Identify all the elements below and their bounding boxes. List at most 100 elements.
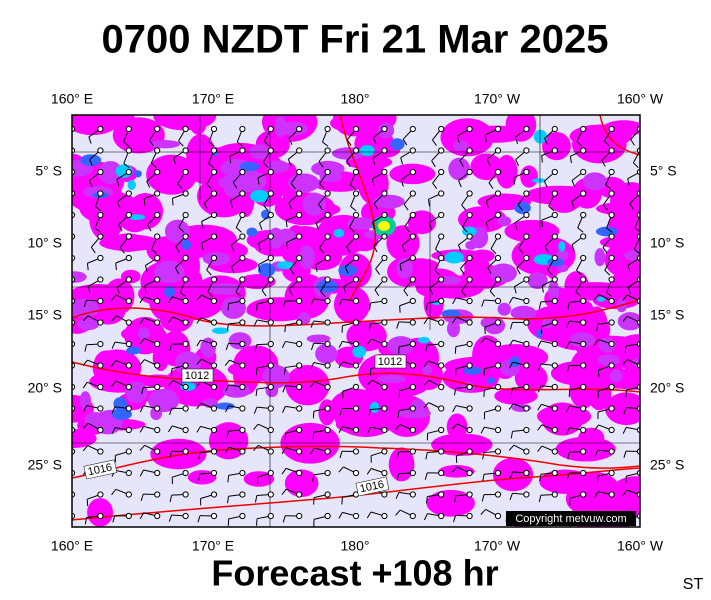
barb-flag <box>423 317 429 325</box>
barb-flag <box>230 200 233 208</box>
rain-area <box>181 239 192 250</box>
barb-flag <box>515 159 520 167</box>
barb-flag <box>366 379 373 386</box>
barb-station <box>210 340 218 348</box>
barb-flag <box>451 466 458 473</box>
barb-flag <box>86 263 89 271</box>
rain-area <box>359 145 375 157</box>
barb-station <box>608 190 615 197</box>
barb-flag <box>198 452 201 460</box>
barb-flag <box>169 495 173 503</box>
barb-flag <box>119 247 125 254</box>
barb-station <box>551 147 558 154</box>
barb-station <box>523 254 530 262</box>
copyright-box <box>506 511 636 526</box>
barb-station <box>324 448 331 455</box>
barb-station <box>324 254 331 262</box>
barb-station <box>381 147 388 154</box>
barb-flag <box>225 384 230 392</box>
rain-area <box>390 138 405 151</box>
barb-flag <box>453 495 457 503</box>
barb-flag <box>141 387 144 395</box>
barb-station <box>125 233 132 240</box>
barb-station <box>296 426 303 434</box>
barb-flag <box>537 340 542 348</box>
barb-flag <box>312 411 315 419</box>
rain-area <box>486 377 496 384</box>
rain-area <box>82 115 135 124</box>
barb-flag <box>225 343 229 351</box>
barb-station <box>154 254 161 262</box>
rain-area <box>520 165 538 188</box>
barb-flag <box>227 303 230 311</box>
barb-station <box>296 319 303 326</box>
barb-station <box>438 491 445 498</box>
barb-station <box>154 168 161 176</box>
barb-flag <box>431 160 436 167</box>
barb-station <box>438 362 445 369</box>
rain-area <box>378 221 390 231</box>
barb-flag <box>434 270 441 276</box>
barb-flag <box>576 269 582 276</box>
barb-flag <box>624 345 627 353</box>
barb-station <box>438 211 445 219</box>
barb-station <box>438 448 445 455</box>
rain-area <box>623 249 640 262</box>
barb-flag <box>517 204 523 211</box>
barb-station <box>154 125 161 133</box>
barb-flag <box>484 134 487 142</box>
barb-flag <box>90 246 96 254</box>
barb-station <box>324 233 331 240</box>
barb-flag <box>458 244 462 252</box>
lat-label: 20° S <box>28 380 62 396</box>
barb-station <box>608 405 615 412</box>
barb-flag <box>60 178 61 185</box>
barb-flag <box>508 339 514 347</box>
barb-station <box>182 405 189 412</box>
barb-flag <box>206 183 213 190</box>
barb-station <box>296 211 303 219</box>
barb-station <box>580 362 587 369</box>
barb-station <box>438 190 445 197</box>
barb-station <box>97 512 104 520</box>
barb-station <box>352 319 360 326</box>
barb-station <box>267 233 274 240</box>
barb-flag <box>622 294 628 301</box>
barb-flag <box>456 135 460 143</box>
rain-area <box>246 297 312 322</box>
rain-area <box>422 364 433 375</box>
rain-area <box>146 154 198 195</box>
rain-area <box>99 234 161 252</box>
rain-area <box>387 336 415 355</box>
barb-station <box>239 512 246 520</box>
barb-flag <box>206 269 212 276</box>
barb-flag <box>144 285 147 293</box>
barb-flag <box>423 402 429 409</box>
rain-area <box>558 241 566 252</box>
rain-area <box>597 354 620 366</box>
barb-flag <box>261 290 267 297</box>
barb-station <box>608 426 615 434</box>
barb-flag <box>373 202 378 210</box>
rain-area <box>137 327 150 340</box>
barb-flag <box>258 264 261 272</box>
barb-station <box>438 276 445 283</box>
rain-area <box>243 471 275 487</box>
barb-station <box>182 297 189 305</box>
barb-station <box>580 297 587 305</box>
barb-flag <box>56 516 58 523</box>
lon-label: 170° E <box>192 91 234 107</box>
barb-station <box>210 125 218 133</box>
barb-flag <box>254 344 258 352</box>
barb-station <box>125 512 132 520</box>
barb-flag <box>115 262 117 271</box>
barb-flag <box>257 177 260 185</box>
rain-area <box>555 249 569 261</box>
barb-station <box>409 168 416 176</box>
rain-area <box>164 286 175 298</box>
barb-station <box>97 211 104 219</box>
barb-flag <box>509 322 513 330</box>
rain-area <box>446 413 468 440</box>
barb-flag <box>56 345 58 352</box>
rain-area <box>596 201 640 216</box>
